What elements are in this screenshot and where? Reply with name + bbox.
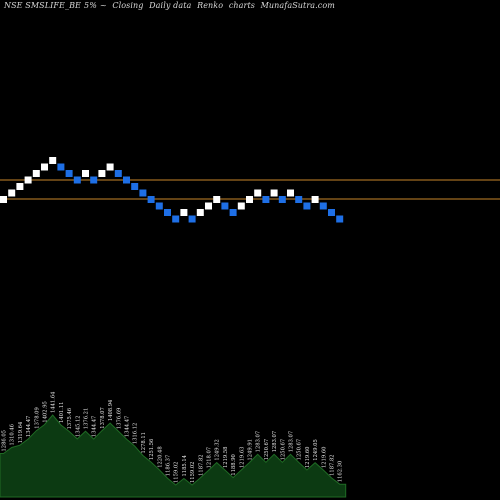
brick-price-label: 1402.95 [43,401,49,422]
up-brick [8,189,16,197]
brick-price-label: 1345.12 [75,415,81,436]
brick-price-label: 1219.63 [239,447,245,468]
down-brick [73,176,81,184]
symbol-label: NSE SMSLIFE_BE [4,1,81,10]
brick-price-label: 1310.46 [10,424,16,445]
brick-price-label: 1408.94 [108,399,114,421]
brick-price-label: 1187.82 [330,454,336,475]
title-fragment: ~ [99,1,107,10]
up-brick [16,183,24,190]
up-brick [196,209,204,216]
down-brick [155,202,163,210]
down-brick [65,170,73,177]
down-brick [328,209,335,216]
brick-price-label: 1219.58 [223,447,229,468]
brick-price-label: 1375.46 [67,408,73,429]
brick-price-label: 1283.07 [289,431,295,452]
up-brick [0,196,7,203]
down-brick [278,196,286,203]
brick-price-label: 1220.48 [157,446,163,467]
down-brick [114,170,122,177]
brick-price-label: 1378.09 [34,407,40,428]
up-brick [205,202,212,210]
up-brick [32,170,40,177]
up-brick [254,189,262,197]
brick-price-label: 1283.07 [256,431,262,452]
brick-price-label: 1187.82 [198,454,204,475]
brick-price-label: 1286.05 [2,430,8,451]
site-label: MunafaSutra.com [260,1,335,10]
down-brick [131,183,139,190]
up-brick [82,170,89,177]
brick-price-label: 1249.05 [313,439,319,460]
down-brick [164,209,171,216]
down-brick [303,202,311,210]
down-brick [57,163,65,171]
brick-price-label: 1401.11 [59,402,65,423]
volume-area [0,414,347,498]
up-brick [246,196,253,203]
down-brick [90,176,98,184]
brick-price-label: 1344.47 [26,416,32,437]
volume-labels: 1286.05 1310.46 1319.64 1344.47 1378.09 1402.… [2,391,344,483]
box-size-label: 5% [84,1,97,10]
up-brick [24,176,32,184]
renko-label: Renko [197,1,224,10]
up-brick [98,170,106,177]
up-brick [311,196,319,203]
brick-price-label: 1250.67 [280,439,286,460]
down-brick [229,209,237,216]
brick-price-label: 1159.02 [174,462,180,483]
brick-price-label: 1283.07 [272,431,278,452]
up-brick [237,202,245,210]
brick-price-label: 1278.11 [141,432,147,453]
brick-price-label: 1344.47 [92,416,98,437]
renko-bricks [0,157,344,223]
down-brick [221,202,229,210]
brick-price-label: 1316.12 [133,423,139,444]
up-brick [213,196,221,203]
brick-price-label: 1159.02 [190,462,196,483]
brick-price-label: 1319.64 [18,421,24,443]
up-brick [106,163,114,171]
up-brick [41,163,48,171]
brick-price-label: 1376.69 [116,408,122,429]
up-brick [287,189,294,197]
brick-price-label: 1344.47 [125,416,131,437]
brick-price-label: 1188.90 [231,454,237,475]
down-brick [147,196,155,203]
brick-price-label: 1219.60 [305,447,311,468]
volume-area-shape [0,414,347,498]
brick-price-label: 1378.07 [100,407,106,428]
down-brick [262,196,270,203]
brick-price-label: 1251.56 [149,439,155,460]
brick-price-label: 1219.60 [321,447,327,468]
brick-price-label: 1250.67 [264,439,270,460]
brick-price-label: 1162.30 [338,461,344,482]
brick-price-label: 1249.91 [248,439,254,460]
down-brick [172,215,180,223]
data-label: Daily data [149,1,192,10]
brick-price-label: 1218.07 [207,447,213,468]
closing-label: Closing [112,1,144,10]
down-brick [319,202,327,210]
up-brick [49,157,57,164]
charts-label: charts [228,1,255,10]
up-brick [180,209,188,216]
brick-price-label: 1186.37 [166,455,172,476]
brick-price-label: 1249.32 [215,439,221,460]
brick-price-label: 1185.14 [182,454,188,476]
up-brick [270,189,278,197]
down-brick [295,196,303,203]
chart-title: NSE SMSLIFE_BE 5% ~ Closing Daily data Ren… [4,1,338,10]
down-brick [123,176,130,184]
down-brick [336,215,344,223]
brick-price-label: 1376.21 [84,408,90,429]
down-brick [188,215,196,223]
brick-price-label: 1441.64 [51,391,57,413]
brick-price-label: 1250.67 [297,439,303,460]
down-brick [139,189,147,197]
